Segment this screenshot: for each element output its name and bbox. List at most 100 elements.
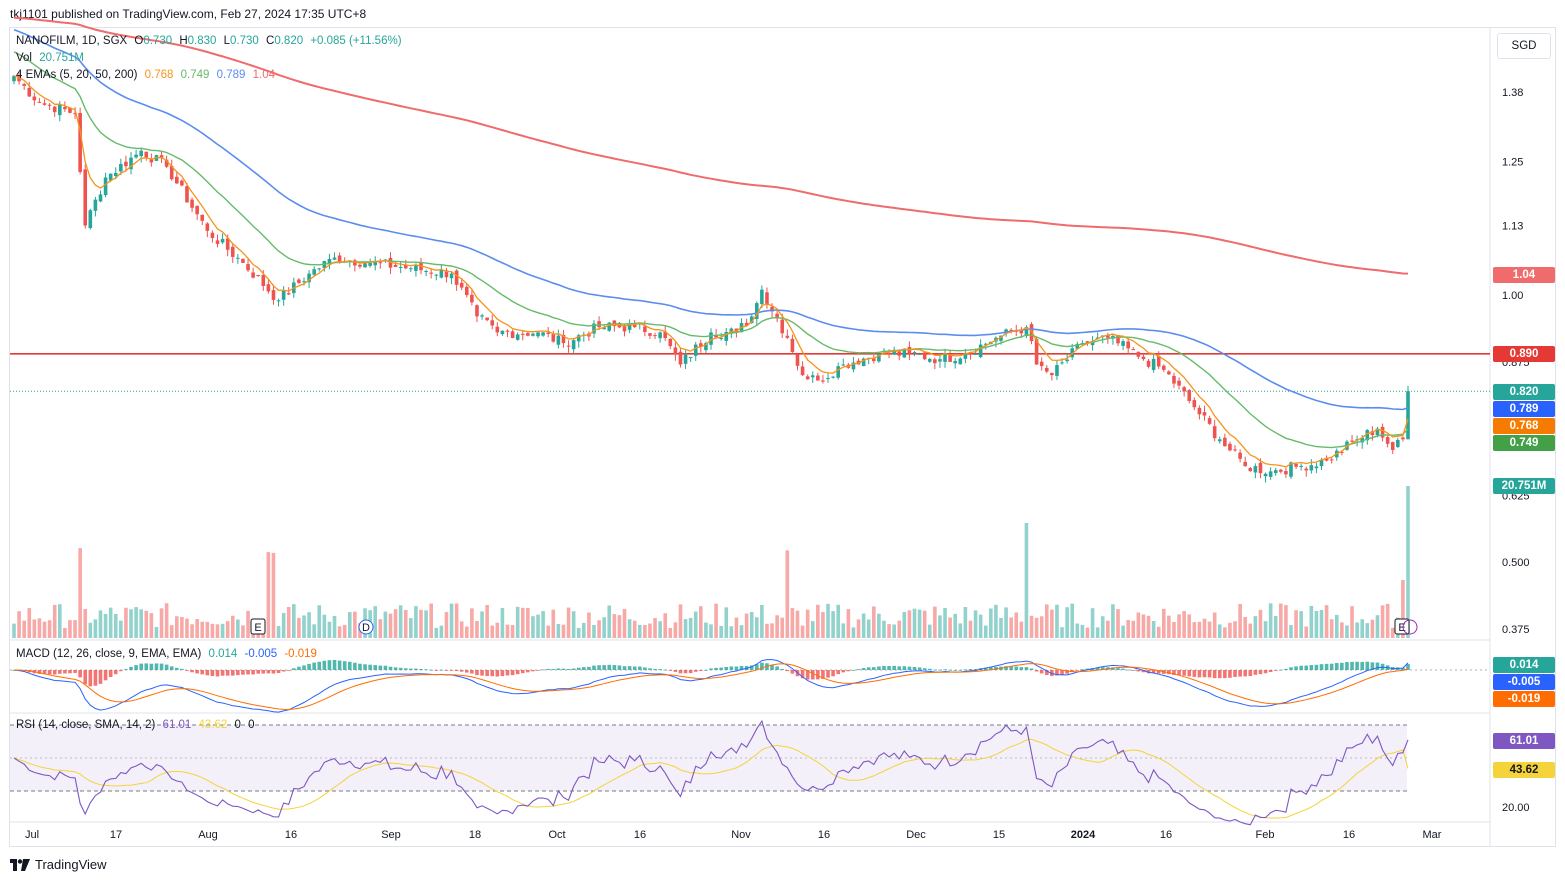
macd-histogram-bar xyxy=(505,670,510,676)
event-markers[interactable]: E ED xyxy=(250,618,1418,635)
macd-histogram-bar xyxy=(449,670,454,671)
macd-histogram-bar xyxy=(719,667,723,670)
macd-histogram-bar xyxy=(154,663,159,670)
candle-body xyxy=(1024,327,1029,336)
legend-macd-line: -0.005 xyxy=(244,648,278,660)
volume-bar xyxy=(877,613,881,638)
chart-frame[interactable] xyxy=(9,27,1556,847)
volume-bar xyxy=(113,613,118,638)
macd-histogram-bar xyxy=(816,670,820,680)
candle-body xyxy=(1187,390,1192,401)
volume-bar xyxy=(658,621,662,638)
candle-body xyxy=(215,240,220,244)
tradingview-logo[interactable]: TradingView xyxy=(10,857,107,872)
candle-body xyxy=(1177,380,1181,386)
candle-body xyxy=(760,289,764,305)
candle-body xyxy=(704,343,708,351)
macd-histogram-bar xyxy=(1299,665,1303,670)
volume-bar xyxy=(266,552,271,638)
macd-histogram-bar xyxy=(429,669,433,671)
candle-body xyxy=(1131,349,1136,351)
legend-vol-value: 20.751M xyxy=(39,52,84,64)
candle-body xyxy=(1090,340,1095,346)
legend-rsi-label[interactable]: RSI (14, close, SMA, 14, 2) xyxy=(16,719,156,731)
volume-bar xyxy=(1121,625,1125,638)
legend-vol-label[interactable]: Vol xyxy=(16,52,32,64)
volume-bar xyxy=(1294,610,1298,638)
candle-body xyxy=(810,375,815,378)
time-tick-label: Dec xyxy=(906,829,926,841)
macd-histogram-bar xyxy=(129,666,133,670)
macd-histogram-bar xyxy=(327,660,332,670)
macd-histogram-bar xyxy=(510,670,515,676)
macd-histogram-bar xyxy=(1365,661,1370,670)
macd-histogram-bar xyxy=(770,664,774,670)
volume-bar xyxy=(1223,627,1227,638)
volume-bar xyxy=(1243,616,1247,638)
candle-body xyxy=(337,255,342,263)
earnings-marker xyxy=(1394,618,1410,635)
legend-emas: 4 EMAs (5, 20, 50, 200) 0.768 0.749 0.78… xyxy=(16,69,279,81)
macd-histogram-bar xyxy=(541,669,545,671)
macd-histogram-bar xyxy=(393,667,398,670)
macd-histogram-bar xyxy=(164,664,169,670)
time-tick-label: Mar xyxy=(1423,829,1442,841)
macd-histogram-bar xyxy=(1212,670,1217,679)
time-tick-label: 18 xyxy=(469,829,481,841)
volume-bar xyxy=(353,611,357,638)
macd-histogram-bar xyxy=(378,665,383,670)
macd-histogram-bar xyxy=(78,670,82,678)
candle-body xyxy=(134,154,138,158)
time-tick-label: 16 xyxy=(1160,829,1172,841)
macd-histogram-bar xyxy=(877,666,881,670)
volume-bar xyxy=(699,606,703,638)
volume-bar xyxy=(907,610,912,638)
dividend-marker-label: D xyxy=(362,622,370,634)
volume-bar xyxy=(470,608,474,638)
candle-body xyxy=(983,343,988,345)
candle-body xyxy=(12,75,16,82)
macd-histogram-bar xyxy=(1258,670,1263,675)
candle-body xyxy=(230,246,235,257)
volume-bar xyxy=(190,624,194,638)
legend-macd: MACD (12, 26, close, 9, EMA, EMA) 0.014 … xyxy=(16,648,321,660)
macd-histogram-bar xyxy=(561,668,566,670)
volume-bar xyxy=(1095,627,1100,638)
macd-histogram-bar xyxy=(831,670,835,677)
price-tick-label: 1.25 xyxy=(1502,156,1523,168)
volume-bar xyxy=(1172,621,1176,638)
macd-histogram-bar xyxy=(1309,665,1314,670)
macd-histogram-bar xyxy=(872,667,876,670)
legend-ema-label[interactable]: 4 EMAs (5, 20, 50, 200) xyxy=(16,69,138,81)
legend-macd-label[interactable]: MACD (12, 26, close, 9, EMA, EMA) xyxy=(16,648,202,660)
macd-histogram-bar xyxy=(994,666,998,670)
macd-histogram-bar xyxy=(729,666,734,670)
macd-histogram-bar xyxy=(73,670,77,673)
macd-histogram-bar xyxy=(1401,667,1405,670)
macd-histogram-bar xyxy=(480,670,484,676)
volume-bar xyxy=(464,626,469,638)
macd-histogram-bar xyxy=(1126,669,1130,671)
candle-body xyxy=(1217,439,1222,442)
legend-rsi-extra1: 0 xyxy=(234,719,241,731)
currency-button[interactable]: SGD xyxy=(1497,33,1551,59)
macd-histogram-bar xyxy=(42,670,47,675)
volume-bar xyxy=(1197,621,1202,638)
volume-bar xyxy=(134,607,138,638)
macd-histogram-bar xyxy=(1360,661,1365,670)
macd-histogram-bar xyxy=(1131,670,1136,671)
legend-ema200: 1.04 xyxy=(252,69,275,81)
macd-histogram-bar xyxy=(1314,664,1319,670)
candle-body xyxy=(526,333,530,336)
candle-body xyxy=(719,338,723,340)
macd-histogram-bar xyxy=(1075,670,1080,671)
legend-symbol[interactable]: NANOFILM, 1D, SGX xyxy=(16,35,128,47)
macd-histogram-bar xyxy=(612,665,617,670)
volume-bar xyxy=(424,610,428,638)
macd-histogram-bar xyxy=(307,663,311,670)
macd-histogram-bar xyxy=(597,665,601,670)
volume-bar xyxy=(159,608,164,638)
volume-bar xyxy=(312,624,316,638)
volume-bar xyxy=(704,622,708,638)
